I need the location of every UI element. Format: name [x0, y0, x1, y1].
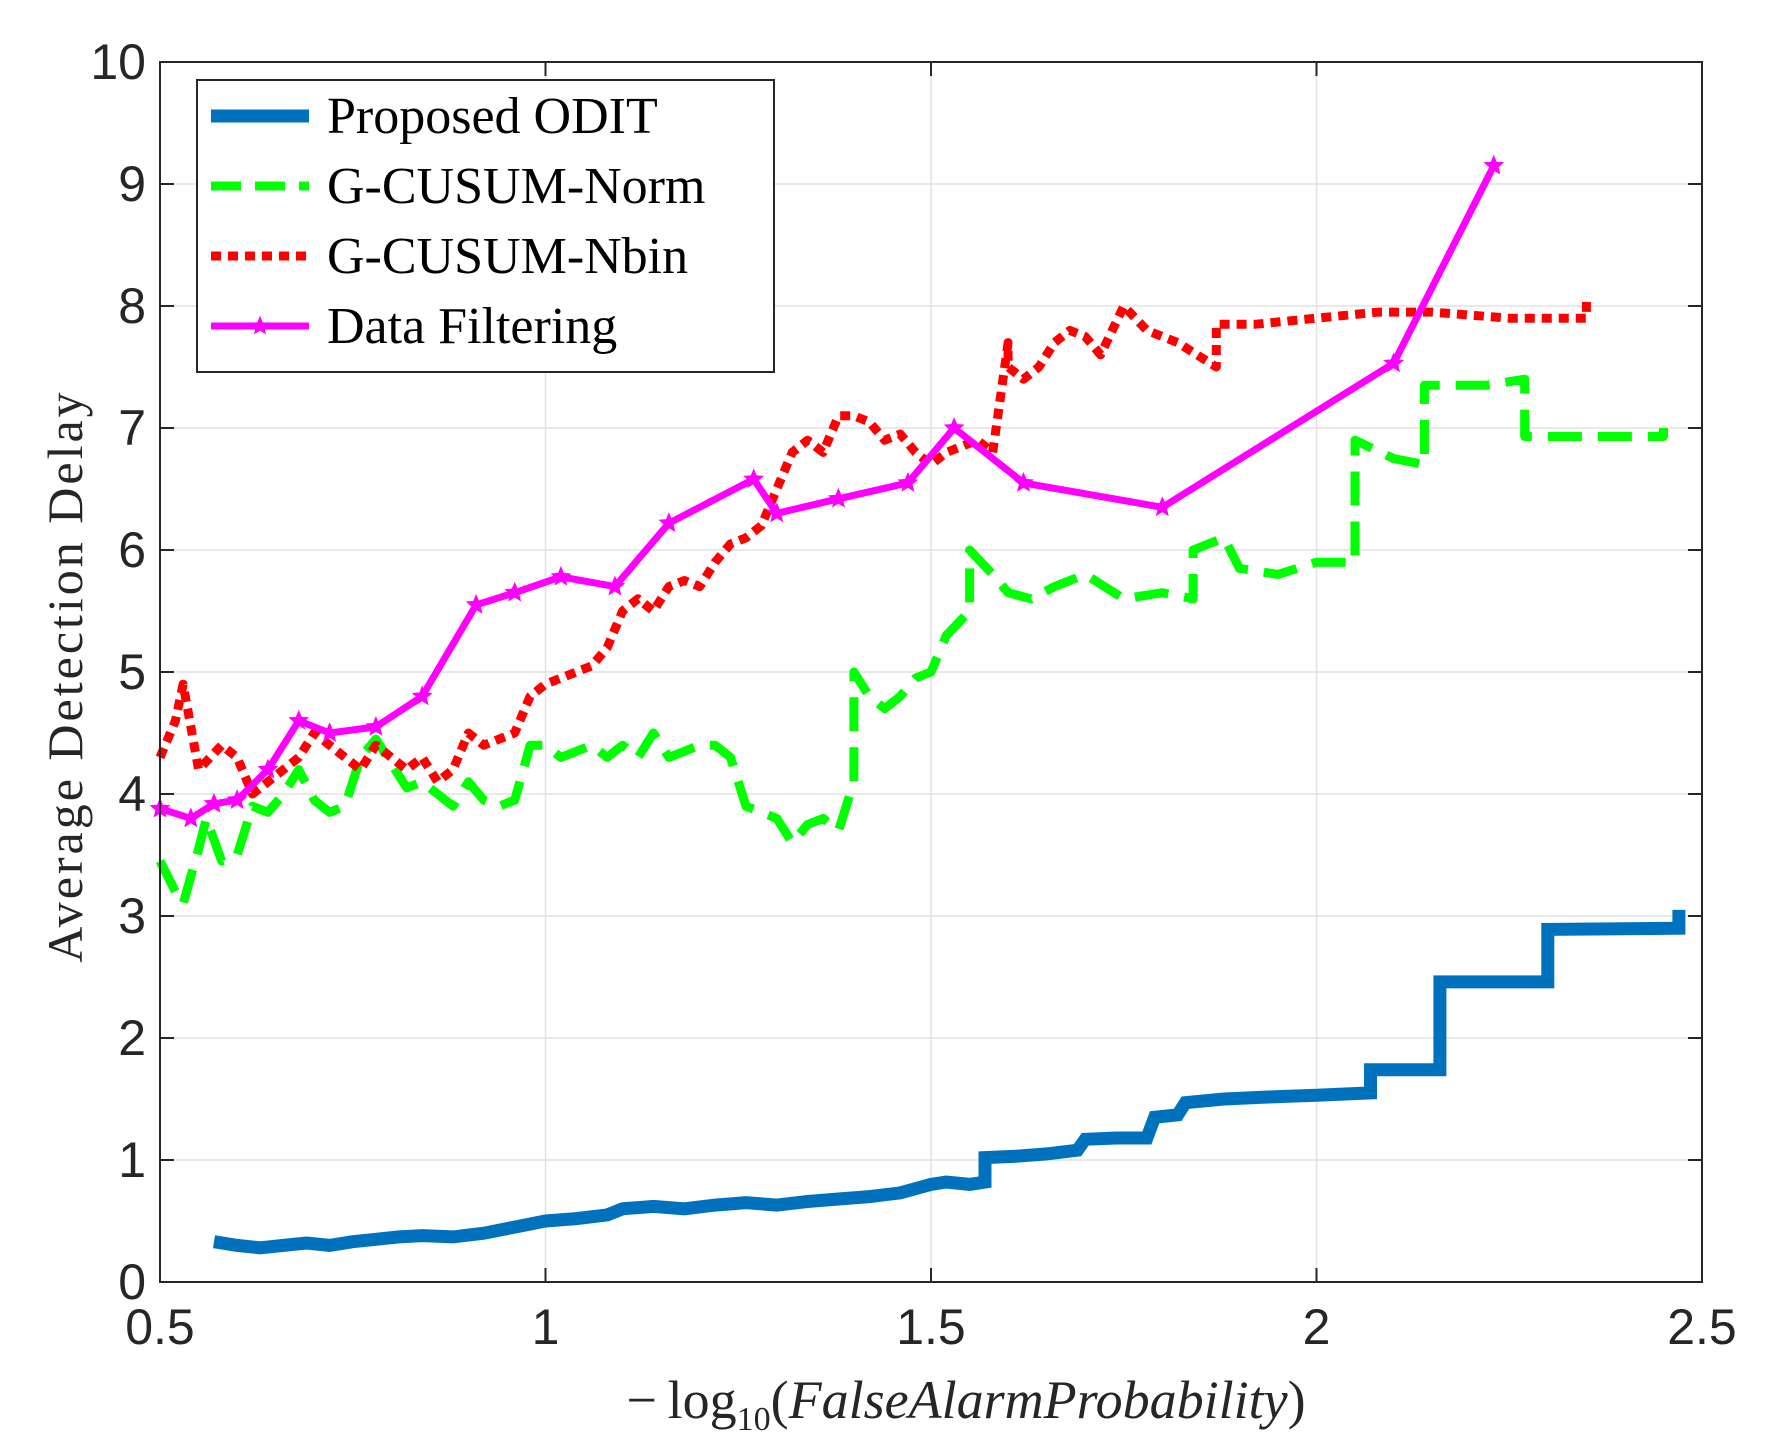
- x-tick-label: 1.5: [896, 1299, 966, 1355]
- y-tick-label: 2: [118, 1010, 146, 1066]
- legend: Proposed ODIT G-CUSUM-Norm G-CUSUM-Nbin Dat…: [196, 79, 775, 373]
- data-point-data-filtering: [226, 789, 248, 809]
- data-point-data-filtering: [766, 502, 788, 523]
- y-tick-label: 1: [118, 1132, 146, 1188]
- series-line-g-cusum-nbin: [155, 299, 1591, 799]
- data-point-data-filtering: [288, 709, 310, 730]
- data-point-data-filtering: [828, 487, 849, 508]
- x-axis-label: − log10(FalseAlarmProbability): [626, 1370, 1305, 1438]
- legend-label-proposed-odit: Proposed ODIT: [327, 88, 658, 145]
- legend-label-g-cusum-nbin: G-CUSUM-Nbin: [327, 228, 688, 285]
- data-point-data-filtering: [504, 581, 526, 602]
- series-line-proposed-odit: [212, 909, 1686, 1255]
- x-tick-label: 2.5: [1667, 1299, 1737, 1355]
- data-point-data-filtering: [604, 575, 626, 596]
- x-axis-label-prefix: − log: [626, 1370, 736, 1430]
- y-axis-label: Average Detection Delay: [37, 389, 93, 962]
- data-point-data-filtering: [897, 471, 919, 492]
- x-tick-label: 0.5: [125, 1299, 195, 1355]
- data-point-data-filtering: [411, 685, 433, 706]
- x-axis-label-subscript: 10: [737, 1401, 771, 1438]
- data-point-data-filtering: [180, 807, 202, 828]
- x-tick-label: 2: [1303, 1299, 1331, 1355]
- legend-marker-data-filtering: [250, 315, 270, 335]
- y-tick-label: 0: [118, 1254, 146, 1310]
- data-point-data-filtering: [365, 715, 387, 736]
- data-point-data-filtering: [1151, 496, 1173, 517]
- legend-label-g-cusum-norm: G-CUSUM-Norm: [327, 158, 705, 215]
- legend-label-data-filtering: Data Filtering: [327, 298, 617, 355]
- x-axis-label-close-paren: ): [1288, 1370, 1306, 1430]
- y-tick-label: 3: [118, 888, 146, 944]
- tick-labels: 0.5 1 1.5 2 2.5 0 1 2 3 4 5 6 7 8 9 10: [90, 34, 1736, 1355]
- data-point-data-filtering: [203, 792, 225, 813]
- x-axis-label-variable: FalseAlarmProbability: [788, 1370, 1288, 1430]
- data-point-data-filtering: [550, 565, 572, 586]
- y-tick-label: 5: [118, 644, 146, 700]
- data-point-data-filtering: [257, 758, 279, 779]
- y-tick-label: 10: [90, 34, 146, 90]
- data-point-data-filtering: [1013, 471, 1034, 492]
- data-point-data-filtering: [943, 417, 965, 437]
- data-point-data-filtering: [1483, 154, 1505, 175]
- data-point-data-filtering: [658, 512, 680, 532]
- x-tick-label: 1: [532, 1299, 560, 1355]
- y-tick-label: 7: [118, 400, 146, 456]
- y-tick-label: 4: [118, 766, 146, 822]
- data-point-data-filtering: [319, 722, 341, 742]
- x-axis-label-open-paren: (: [771, 1370, 789, 1430]
- data-point-data-filtering: [1383, 352, 1405, 373]
- y-tick-label: 8: [118, 278, 146, 334]
- y-tick-label: 9: [118, 156, 146, 212]
- axes: [159, 61, 1703, 1283]
- data-point-data-filtering: [465, 593, 487, 614]
- data-point-data-filtering: [743, 468, 765, 489]
- y-tick-label: 6: [118, 522, 146, 578]
- series-line-g-cusum-norm: [155, 374, 1668, 909]
